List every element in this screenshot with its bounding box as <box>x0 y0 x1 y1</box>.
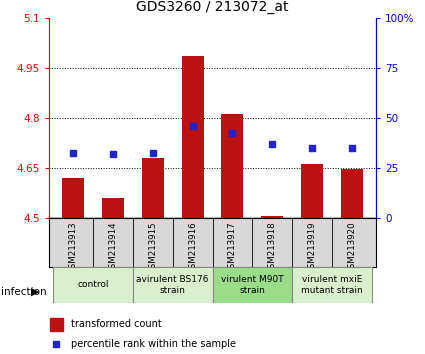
Text: GSM213919: GSM213919 <box>308 222 317 274</box>
Bar <box>50 318 63 331</box>
Text: GSM213915: GSM213915 <box>148 222 157 274</box>
Text: percentile rank within the sample: percentile rank within the sample <box>71 339 235 349</box>
Text: GSM213914: GSM213914 <box>108 222 117 274</box>
FancyBboxPatch shape <box>133 267 212 303</box>
FancyBboxPatch shape <box>212 267 292 303</box>
Title: GDS3260 / 213072_at: GDS3260 / 213072_at <box>136 0 289 14</box>
Bar <box>341 169 363 218</box>
Text: virulent M90T
strain: virulent M90T strain <box>221 275 284 295</box>
Text: control: control <box>77 280 108 290</box>
Text: avirulent BS176
strain: avirulent BS176 strain <box>136 275 209 295</box>
Bar <box>221 114 244 218</box>
Text: GSM213917: GSM213917 <box>228 222 237 274</box>
Bar <box>62 178 84 218</box>
Bar <box>102 198 124 218</box>
Text: transformed count: transformed count <box>71 319 162 329</box>
Bar <box>142 158 164 218</box>
Text: GSM213916: GSM213916 <box>188 222 197 274</box>
Bar <box>261 216 283 218</box>
Text: infection: infection <box>1 287 46 297</box>
Text: ▶: ▶ <box>31 287 40 297</box>
Text: GSM213918: GSM213918 <box>268 222 277 274</box>
Text: GSM213913: GSM213913 <box>68 222 77 274</box>
Text: virulent mxiE
mutant strain: virulent mxiE mutant strain <box>301 275 363 295</box>
Bar <box>181 56 204 218</box>
FancyBboxPatch shape <box>292 267 372 303</box>
Text: GSM213920: GSM213920 <box>348 222 357 274</box>
Bar <box>301 164 323 218</box>
FancyBboxPatch shape <box>53 267 133 303</box>
